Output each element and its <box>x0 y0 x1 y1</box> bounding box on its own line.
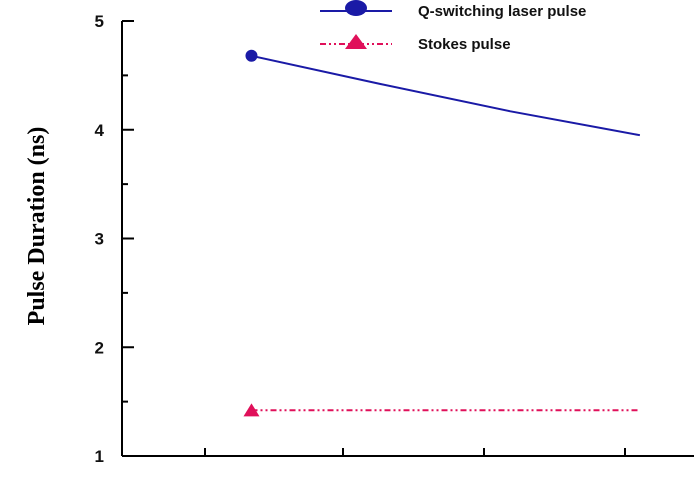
y-tick-label: 2 <box>95 338 104 357</box>
series-layer <box>243 49 641 417</box>
y-tick-label: 3 <box>95 230 104 249</box>
series-line-1 <box>251 54 641 137</box>
legend-marker-1 <box>345 0 367 16</box>
axes: 1 2 3 4 5 <box>95 12 694 466</box>
legend-label-1: Q-switching laser pulse <box>418 3 586 20</box>
y-tick-label: 4 <box>95 121 105 140</box>
series-marker-2 <box>243 403 260 417</box>
y-axis-label: Pulse Duration (ns) <box>24 127 50 326</box>
legend-label-2: Stokes pulse <box>418 36 511 53</box>
legend: Q-switching laser pulse Stokes pulse <box>320 0 586 53</box>
y-tick-label: 1 <box>95 447 104 466</box>
y-tick-label: 5 <box>95 12 104 31</box>
series-marker-1 <box>245 49 258 62</box>
legend-marker-2 <box>345 34 367 49</box>
